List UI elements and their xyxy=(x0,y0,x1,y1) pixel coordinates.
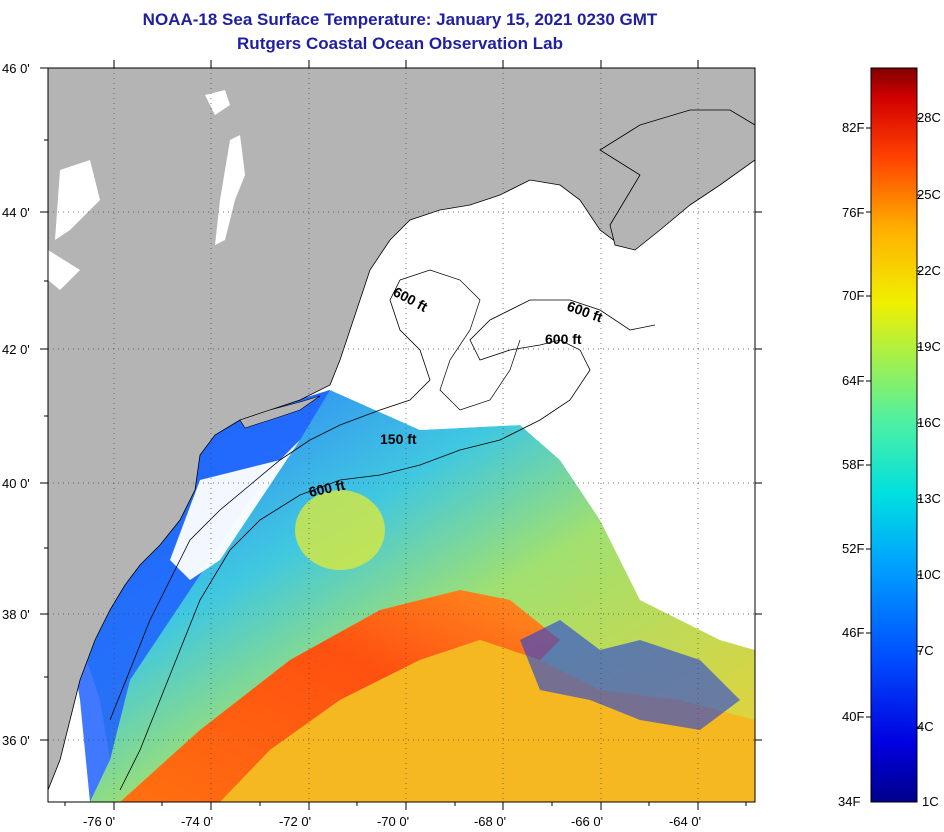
latitude-label: 36 0' xyxy=(2,733,30,748)
latitude-label: 46 0' xyxy=(2,61,30,76)
colorbar-c-label: 4C xyxy=(917,719,934,734)
lake xyxy=(215,135,245,245)
cold-eddies xyxy=(520,620,740,730)
lake xyxy=(48,250,80,290)
colorbar-f-label: 52F xyxy=(842,541,864,556)
colorbar-c-label: 7C xyxy=(917,643,934,658)
coastal-cold-water xyxy=(70,390,330,802)
contour-150ft xyxy=(109,279,431,721)
map-subtitle: Rutgers Coastal Ocean Observation Lab xyxy=(237,34,563,53)
colorbar-fahrenheit-labels: 82F 76F 70F 64F 58F 52F 46F 40F 34F xyxy=(838,120,864,809)
lake xyxy=(55,160,100,240)
colorbar-f-label: 70F xyxy=(842,288,864,303)
latitude-label: 38 0' xyxy=(2,607,30,622)
map-title: NOAA-18 Sea Surface Temperature: January… xyxy=(142,10,658,29)
land-nova-scotia xyxy=(599,109,755,251)
colorbar-celsius-labels: 28C 25C 22C 19C 16C 13C 10C 7C 4C 1C xyxy=(917,110,941,809)
land-long-island xyxy=(239,395,321,429)
longitude-label: -68 0' xyxy=(474,814,506,829)
colorbar-f-label: 34F xyxy=(838,794,860,809)
latitude-label: 40 0' xyxy=(2,476,30,491)
latitude-label: 42 0' xyxy=(2,342,30,357)
cloud-patch-south xyxy=(170,440,300,580)
colorbar-f-label: 58F xyxy=(842,457,864,472)
colorbar-c-label: 13C xyxy=(917,491,941,506)
axis-ticks xyxy=(40,60,762,810)
warm-core-eddy xyxy=(295,490,385,570)
longitude-label: -64 0' xyxy=(669,814,701,829)
colorbar-ticks xyxy=(866,117,922,728)
lake xyxy=(205,90,230,115)
colorbar-c-label: 10C xyxy=(917,567,941,582)
contour-600ft xyxy=(119,299,656,791)
longitude-label: -76 0' xyxy=(83,814,115,829)
colorbar-f-label: 76F xyxy=(842,205,864,220)
contour-label: 600 ft xyxy=(545,331,582,347)
colorbar-c-label: 22C xyxy=(917,263,941,278)
colorbar-f-label: 46F xyxy=(842,625,864,640)
southern-warm-water xyxy=(220,640,755,802)
longitude-label: -74 0' xyxy=(181,814,213,829)
longitude-label: -70 0' xyxy=(377,814,409,829)
cloud-cover xyxy=(330,180,755,650)
colorbar-f-label: 40F xyxy=(842,709,864,724)
longitude-label: -72 0' xyxy=(279,814,311,829)
colorbar-f-label: 82F xyxy=(842,120,864,135)
colorbar-c-label: 19C xyxy=(917,339,941,354)
gulf-stream xyxy=(120,590,560,802)
latitude-label: 44 0' xyxy=(2,205,30,220)
longitude-label: -66 0' xyxy=(571,814,603,829)
colorbar-f-label: 64F xyxy=(842,373,864,388)
colorbar-c-label: 16C xyxy=(917,415,941,430)
contour-gulf-maine xyxy=(399,269,521,411)
contour-label: 150 ft xyxy=(380,431,417,447)
contour-label: 600 ft xyxy=(307,477,346,500)
colorbar-c-label: 25C xyxy=(917,187,941,202)
colorbar-c-label: 28C xyxy=(917,110,941,125)
colorbar-c-label: 1C xyxy=(922,794,939,809)
colorbar xyxy=(870,67,918,803)
